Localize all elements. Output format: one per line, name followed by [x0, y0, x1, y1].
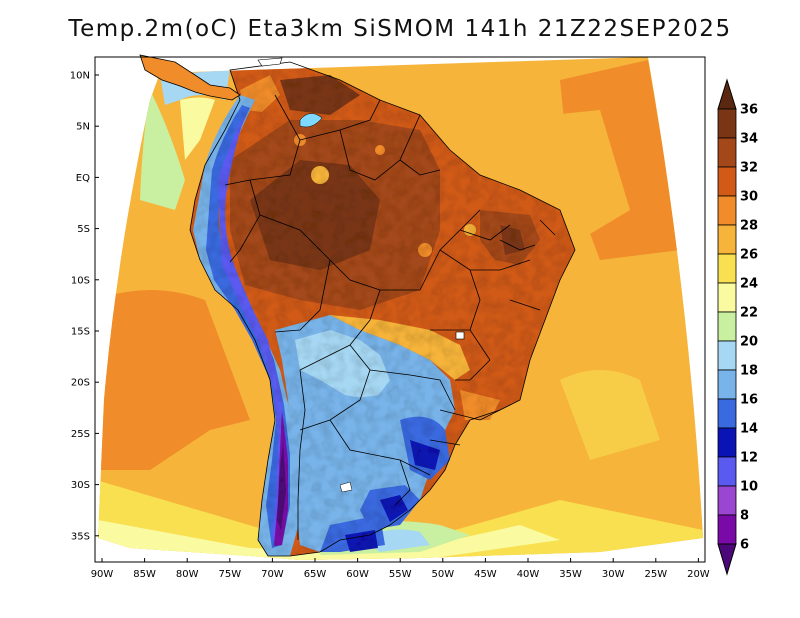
south-america-land [190, 62, 575, 556]
colorbar-label: 28 [740, 219, 758, 234]
lon-label: 35W [559, 569, 582, 580]
colorbar-label: 34 [740, 132, 758, 147]
colorbar-label: 36 [740, 103, 758, 118]
lon-label: 65W [304, 569, 327, 580]
lon-label: 45W [474, 569, 497, 580]
lat-label: 10S [71, 275, 90, 286]
colorbar-swatch [717, 253, 737, 284]
lat-label: 20S [71, 378, 90, 389]
colorbar-label: 12 [740, 451, 758, 466]
colorbar-max-arrow [717, 78, 737, 110]
colorbar-swatch [717, 137, 737, 168]
lon-label: 30W [602, 569, 625, 580]
lon-label: 40W [517, 569, 540, 580]
lat-label: 5N [76, 122, 90, 133]
colorbar-label: 20 [740, 335, 758, 350]
colorbar-label: 30 [740, 190, 758, 205]
lon-label: 90W [91, 569, 114, 580]
colorbar-label: 6 [740, 538, 749, 553]
lon-label: 80W [176, 569, 199, 580]
longitude-axis: 90W 85W 80W 75W 70W 65W 60W 55W 50W 45W 40W 35W 30W 2… [91, 558, 710, 580]
latitude-axis: 10N 5N EQ 5S 10S 15S 20S 25S 30S 35S [70, 71, 99, 542]
colorbar-swatch [717, 108, 737, 139]
colorbar-swatch [717, 195, 737, 226]
lon-label: 75W [218, 569, 241, 580]
lon-label: 55W [389, 569, 412, 580]
colorbar-label: 26 [740, 248, 758, 263]
colorbar-swatch [717, 224, 737, 255]
colorbar-label: 10 [740, 480, 758, 495]
colorbar-swatch [717, 398, 737, 429]
political-boundaries [189, 61, 576, 557]
lagoon [339, 481, 353, 493]
lon-label: 20W [687, 569, 710, 580]
colorbar-min-arrow [717, 543, 737, 576]
lat-label: 5S [77, 224, 90, 235]
colorbar-swatch [717, 427, 737, 458]
central-america [139, 54, 323, 128]
lat-label: 30S [71, 480, 90, 491]
amazon-core [250, 160, 380, 270]
colorbar-swatch [717, 456, 737, 487]
map-title: Temp.2m(oC) Eta3km SiSMOM 141h 21Z22SEP2… [68, 16, 732, 42]
lat-label: 15S [71, 327, 90, 338]
lat-label: 35S [71, 531, 90, 542]
lon-label: 60W [346, 569, 369, 580]
lon-label: 85W [133, 569, 156, 580]
lat-label: EQ [76, 173, 90, 184]
colorbar-label: 32 [740, 161, 758, 176]
colorbar-swatch [717, 282, 737, 313]
colorbar-label: 16 [740, 393, 758, 408]
colorbar-label: 8 [740, 509, 749, 524]
colorbar-swatch [717, 369, 737, 400]
colorbar-swatch [717, 311, 737, 342]
reservoir [455, 331, 465, 340]
colorbar-swatch [717, 340, 737, 371]
colorbar-label: 24 [740, 277, 758, 292]
colorbar-label: 14 [740, 422, 758, 437]
lon-label: 70W [261, 569, 284, 580]
lon-label: 50W [431, 569, 454, 580]
colorbar-swatch [717, 166, 737, 197]
lon-label: 25W [644, 569, 667, 580]
lat-label: 10N [70, 71, 90, 82]
colorbar-label: 22 [740, 306, 758, 321]
colorbar: 36 34 32 30 28 26 24 22 20 18 16 14 12 10 8 6 [717, 78, 758, 576]
lat-label: 25S [71, 429, 90, 440]
andes-cold-band [193, 95, 300, 556]
colorbar-swatch [717, 514, 737, 545]
colorbar-label: 18 [740, 364, 758, 379]
colorbar-swatch [717, 485, 737, 516]
